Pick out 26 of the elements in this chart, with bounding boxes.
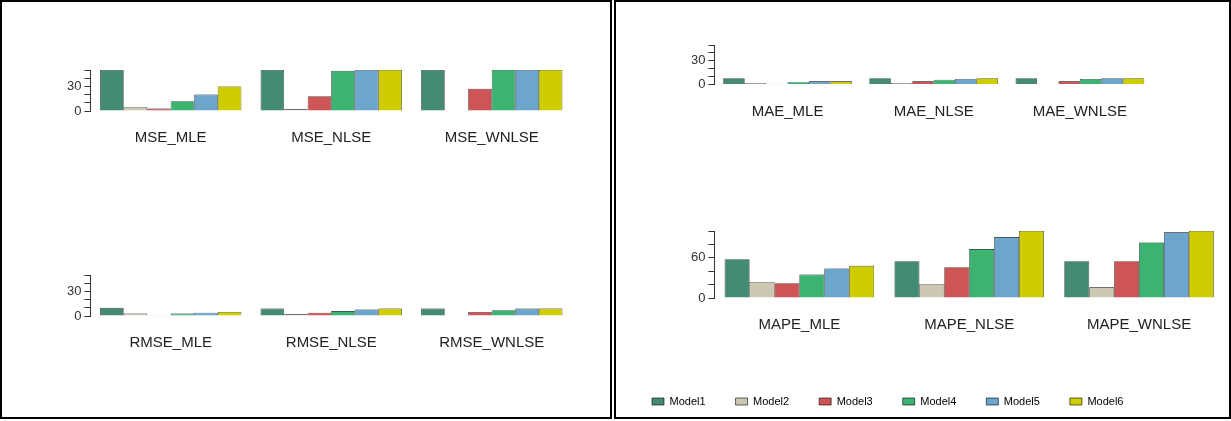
y-tick-label: 0 xyxy=(74,102,82,118)
x-tick-label: MSE_MLE xyxy=(134,128,207,146)
x-tick-label: MAPE_MLE xyxy=(758,315,841,333)
y-tick-label: 30 xyxy=(66,77,82,93)
x-tick-label: MSE_WNLSE xyxy=(444,128,539,146)
x-tick-label: MAPE_NLSE xyxy=(924,315,1015,333)
x-tick-label: MAE_NLSE xyxy=(893,101,974,119)
x-tick-label: RMSE_WNLSE xyxy=(439,333,545,351)
y-tick-label: 0 xyxy=(698,289,706,305)
legend-label: Model4 xyxy=(920,394,957,407)
legend-label: Model3 xyxy=(836,394,873,407)
x-tick-label: MSE_NLSE xyxy=(291,128,372,146)
legend-label: Model5 xyxy=(1003,394,1040,407)
x-tick-label: MAE_MLE xyxy=(751,101,824,119)
x-tick-label: MAPE_WNLSE xyxy=(1086,315,1192,333)
legend-label: Model2 xyxy=(753,394,790,407)
legend-label: Model6 xyxy=(1087,394,1124,407)
x-tick-label: RMSE_NLSE xyxy=(285,333,377,351)
x-tick-label: MAE_WNLSE xyxy=(1032,101,1128,119)
y-tick-label: 60 xyxy=(690,249,706,265)
y-tick-label: 0 xyxy=(698,76,706,92)
y-tick-label: 30 xyxy=(66,282,82,298)
y-tick-label: 0 xyxy=(74,307,82,323)
x-tick-label: RMSE_MLE xyxy=(129,333,212,351)
legend-label: Model1 xyxy=(669,394,706,407)
y-tick-label: 30 xyxy=(690,52,706,68)
